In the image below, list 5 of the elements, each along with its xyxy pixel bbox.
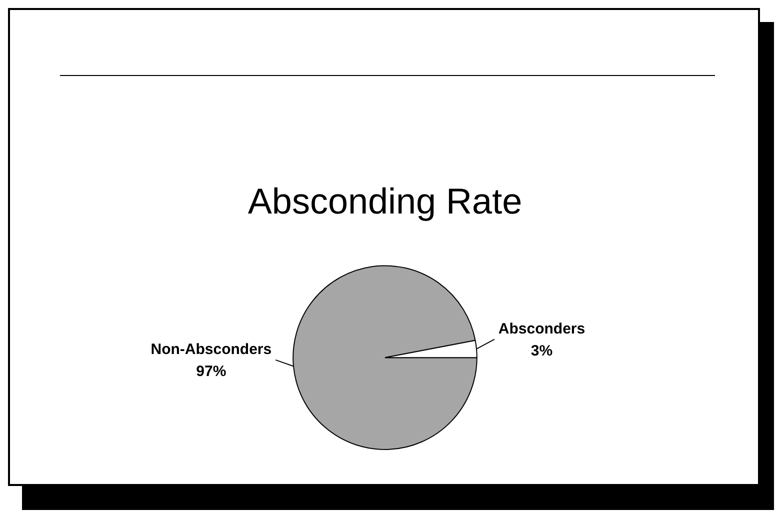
data-label: 3% (530, 342, 553, 360)
chart-title: Absconding Rate (248, 180, 522, 222)
data-label: 97% (196, 363, 226, 380)
slice-label: Non-Absconders (150, 341, 272, 358)
slice-label: Absconders (498, 320, 586, 338)
